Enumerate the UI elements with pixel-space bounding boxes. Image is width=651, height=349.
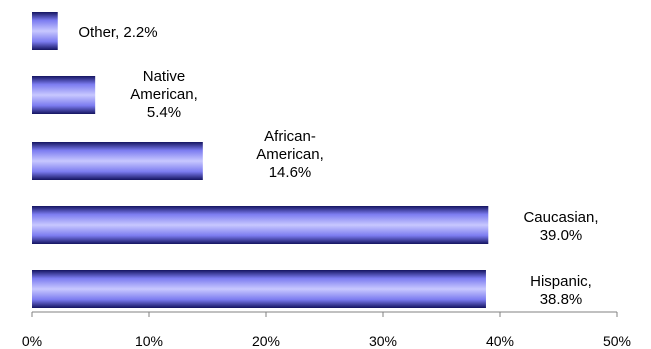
data-label-african-american: African-American, 14.6%	[256, 128, 324, 181]
x-axis: 0% 10% 20% 30% 40% 50%	[22, 311, 631, 349]
data-label-other: Other, 2.2%	[78, 24, 157, 41]
bars-layer	[32, 12, 489, 308]
bar-caucasian	[32, 206, 489, 244]
data-label-hispanic: Hispanic, 38.8%	[530, 273, 592, 308]
bar-other	[32, 12, 58, 50]
data-labels-layer: Other, 2.2% Native American, 5.4% African-Am…	[78, 24, 598, 308]
bar-hispanic	[32, 270, 486, 308]
x-tick-label: 0%	[22, 333, 42, 349]
x-tick-label: 10%	[135, 333, 163, 349]
bar-native-american	[32, 76, 96, 114]
x-tick-label: 40%	[486, 333, 514, 349]
data-label-caucasian: Caucasian, 39.0%	[523, 209, 598, 244]
x-tick-label: 30%	[369, 333, 397, 349]
data-label-native-american: Native American, 5.4%	[130, 68, 198, 121]
x-tick-label: 20%	[252, 333, 280, 349]
bar-african-american	[32, 142, 203, 180]
x-tick-label: 50%	[603, 333, 631, 349]
